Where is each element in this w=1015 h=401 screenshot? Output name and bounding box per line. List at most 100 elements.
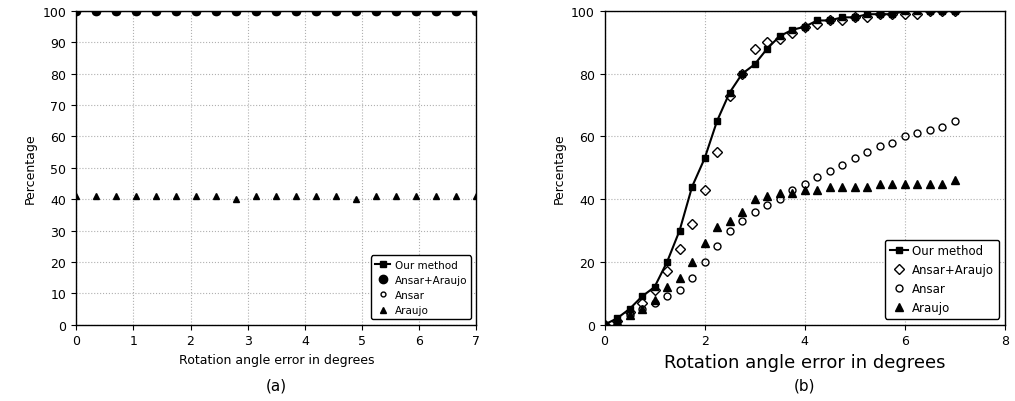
Araujo <box>649 298 661 302</box>
Our method <box>936 10 948 14</box>
Our method <box>391 10 403 14</box>
Araujo <box>150 194 162 199</box>
Ansar+Araujo <box>674 247 686 252</box>
Ansar+Araujo <box>874 13 886 18</box>
Araujo <box>350 197 362 202</box>
Ansar+Araujo <box>949 10 961 14</box>
Ansar+Araujo <box>350 10 362 14</box>
Ansar+Araujo <box>250 10 262 14</box>
Ansar+Araujo <box>611 319 623 324</box>
Our method <box>611 316 623 321</box>
Line: Ansar+Araujo: Ansar+Araujo <box>601 8 958 328</box>
Ansar <box>270 10 282 14</box>
Ansar+Araujo <box>90 10 103 14</box>
Araujo <box>761 194 773 199</box>
Araujo <box>849 185 861 190</box>
Ansar <box>350 10 362 14</box>
Ansar <box>330 10 342 14</box>
Ansar <box>724 229 736 233</box>
Our method <box>724 91 736 96</box>
Ansar <box>410 10 422 14</box>
Our method <box>311 10 323 14</box>
Our method <box>686 185 698 190</box>
Araujo <box>799 188 811 193</box>
Ansar+Araujo <box>898 13 910 18</box>
Araujo <box>724 219 736 224</box>
Araujo <box>936 182 948 186</box>
Araujo <box>130 194 142 199</box>
Ansar+Araujo <box>470 10 482 14</box>
Our method <box>110 10 122 14</box>
Ansar+Araujo <box>451 10 463 14</box>
Ansar <box>649 300 661 305</box>
Ansar <box>451 10 463 14</box>
Ansar <box>70 10 82 14</box>
Ansar+Araujo <box>799 25 811 30</box>
Ansar <box>898 135 910 140</box>
Araujo <box>636 307 649 312</box>
Ansar <box>611 319 623 324</box>
Ansar+Araujo <box>70 10 82 14</box>
Ansar+Araujo <box>130 10 142 14</box>
Araujo <box>874 182 886 186</box>
Ansar+Araujo <box>649 288 661 293</box>
Our method <box>190 10 202 14</box>
Ansar <box>749 210 761 215</box>
Araujo <box>836 185 849 190</box>
Our method <box>849 16 861 21</box>
Ansar <box>171 10 183 14</box>
Legend: Our method, Ansar+Araujo, Ansar, Araujo: Our method, Ansar+Araujo, Ansar, Araujo <box>885 240 999 319</box>
Ansar+Araujo <box>823 19 835 24</box>
Ansar+Araujo <box>636 300 649 305</box>
Our method <box>749 63 761 68</box>
Ansar <box>773 197 786 202</box>
Ansar <box>110 10 122 14</box>
Ansar+Araujo <box>623 310 635 315</box>
Ansar <box>686 275 698 280</box>
Araujo <box>171 194 183 199</box>
Araujo <box>773 191 786 196</box>
Our method <box>210 10 222 14</box>
Araujo <box>451 194 463 199</box>
Araujo <box>391 194 403 199</box>
Ansar <box>786 188 798 193</box>
Ansar+Araujo <box>911 13 924 18</box>
Ansar+Araujo <box>761 41 773 46</box>
Ansar+Araujo <box>210 10 222 14</box>
Our method <box>451 10 463 14</box>
Araujo <box>911 182 924 186</box>
Ansar+Araujo <box>849 16 861 21</box>
Araujo <box>230 197 243 202</box>
Araujo <box>210 194 222 199</box>
Ansar <box>599 322 611 327</box>
Ansar <box>391 10 403 14</box>
X-axis label: Rotation angle error in degrees: Rotation angle error in degrees <box>179 353 375 366</box>
Our method <box>773 34 786 39</box>
Our method <box>712 119 724 124</box>
Ansar <box>470 10 482 14</box>
Ansar <box>836 163 849 168</box>
Line: Ansar: Ansar <box>601 118 958 328</box>
Our method <box>623 307 635 312</box>
Our method <box>130 10 142 14</box>
Araujo <box>470 194 482 199</box>
Araujo <box>674 275 686 280</box>
Our method <box>350 10 362 14</box>
Our method <box>761 47 773 52</box>
Ansar+Araujo <box>712 150 724 155</box>
Araujo <box>90 194 103 199</box>
Our method <box>823 19 835 24</box>
Ansar <box>290 10 302 14</box>
Our method <box>230 10 243 14</box>
Ansar <box>799 182 811 186</box>
Legend: Our method, Ansar+Araujo, Ansar, Araujo: Our method, Ansar+Araujo, Ansar, Araujo <box>370 256 471 320</box>
Our method <box>661 260 673 265</box>
Our method <box>861 13 873 18</box>
Ansar <box>861 150 873 155</box>
Ansar <box>430 10 443 14</box>
Ansar <box>949 119 961 124</box>
Ansar+Araujo <box>786 32 798 36</box>
Ansar <box>712 244 724 249</box>
Our method <box>599 322 611 327</box>
Ansar <box>874 144 886 149</box>
